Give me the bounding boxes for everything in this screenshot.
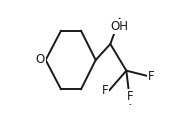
Text: F: F bbox=[148, 69, 155, 83]
Text: F: F bbox=[102, 84, 108, 97]
Text: O: O bbox=[36, 54, 45, 66]
Text: F: F bbox=[127, 90, 134, 103]
Text: OH: OH bbox=[111, 20, 129, 33]
